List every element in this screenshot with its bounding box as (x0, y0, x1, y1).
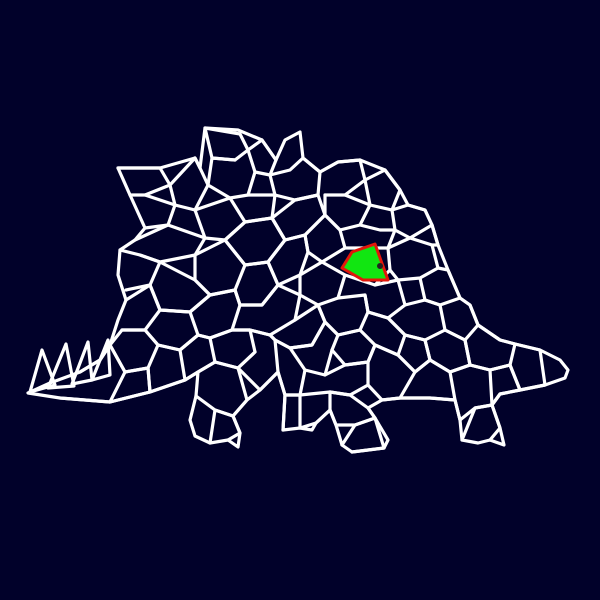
puzzle-cell[interactable] (323, 193, 372, 232)
puzzle-cell[interactable] (58, 343, 127, 404)
puzzle-cell[interactable] (418, 266, 462, 307)
puzzle-cell[interactable] (488, 363, 522, 407)
puzzle-cell[interactable] (178, 333, 217, 382)
selected-cell-region[interactable] (340, 242, 390, 282)
puzzle-cell[interactable] (340, 416, 386, 454)
puzzle-cell[interactable] (206, 156, 257, 200)
puzzle-cell[interactable] (203, 126, 250, 162)
selected-cell[interactable] (340, 242, 390, 282)
puzzle-cell[interactable] (143, 193, 177, 230)
puzzle-cell[interactable] (268, 156, 322, 202)
puzzle-cell[interactable] (363, 168, 402, 212)
puzzle-cell[interactable] (358, 223, 397, 250)
puzzle-cell[interactable] (273, 338, 307, 397)
puzzle-cell[interactable] (398, 358, 457, 402)
puzzle-cell[interactable] (460, 403, 502, 442)
tail-spikes (28, 338, 112, 394)
puzzle-cell[interactable] (298, 390, 332, 430)
puzzle-cell[interactable] (108, 366, 152, 404)
puzzle-cell[interactable] (208, 408, 242, 445)
puzzle-cells[interactable] (58, 126, 547, 454)
puzzle-cell[interactable] (281, 393, 302, 432)
marker-dot-icon (377, 263, 383, 269)
puzzle-cell[interactable] (246, 138, 278, 177)
puzzle-cell[interactable] (318, 158, 367, 197)
puzzle-cell[interactable] (430, 223, 440, 247)
